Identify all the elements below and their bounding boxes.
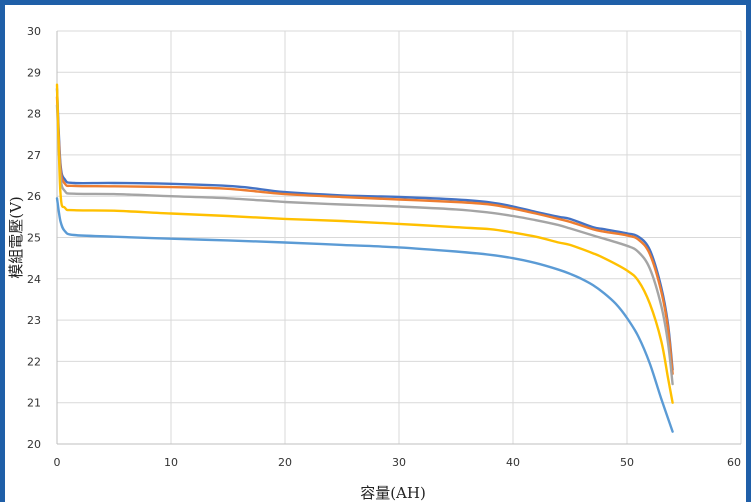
x-tick-label: 10 <box>164 456 178 469</box>
y-tick-label: 24 <box>27 273 41 286</box>
series-line-3 <box>55 104 674 386</box>
series-line-2 <box>55 95 674 375</box>
series-line-4 <box>55 83 674 404</box>
x-tick-label: 30 <box>392 456 406 469</box>
y-tick-label: 26 <box>27 190 41 203</box>
series-lines <box>55 83 674 433</box>
x-tick-label: 60 <box>727 456 741 469</box>
y-tick-label: 23 <box>27 314 41 327</box>
x-axis-title: 容量(AH) <box>360 484 426 502</box>
y-tick-label: 20 <box>27 438 41 451</box>
y-axis-title: 模組電壓(V) <box>7 196 25 279</box>
x-tick-label: 40 <box>506 456 520 469</box>
y-tick-label: 21 <box>27 397 41 410</box>
y-tick-label: 30 <box>27 25 41 38</box>
chart-frame: 0 10 20 30 40 50 60 20 21 22 23 24 25 26 27 28 29 30 容量(… <box>5 5 746 502</box>
x-tick-label: 0 <box>54 456 61 469</box>
y-tick-labels: 20 21 22 23 24 25 26 27 28 29 30 <box>27 25 41 451</box>
y-tick-label: 27 <box>27 149 41 162</box>
x-tick-label: 50 <box>620 456 634 469</box>
series-line-5 <box>55 197 674 433</box>
y-tick-label: 29 <box>27 66 41 79</box>
y-tick-label: 25 <box>27 232 41 245</box>
y-tick-label: 28 <box>27 108 41 121</box>
voltage-capacity-chart: 0 10 20 30 40 50 60 20 21 22 23 24 25 26 27 28 29 30 容量(… <box>7 25 742 502</box>
y-tick-label: 22 <box>27 355 41 368</box>
x-tick-labels: 0 10 20 30 40 50 60 <box>54 456 742 469</box>
series-line-1 <box>55 87 674 371</box>
x-tick-label: 20 <box>278 456 292 469</box>
